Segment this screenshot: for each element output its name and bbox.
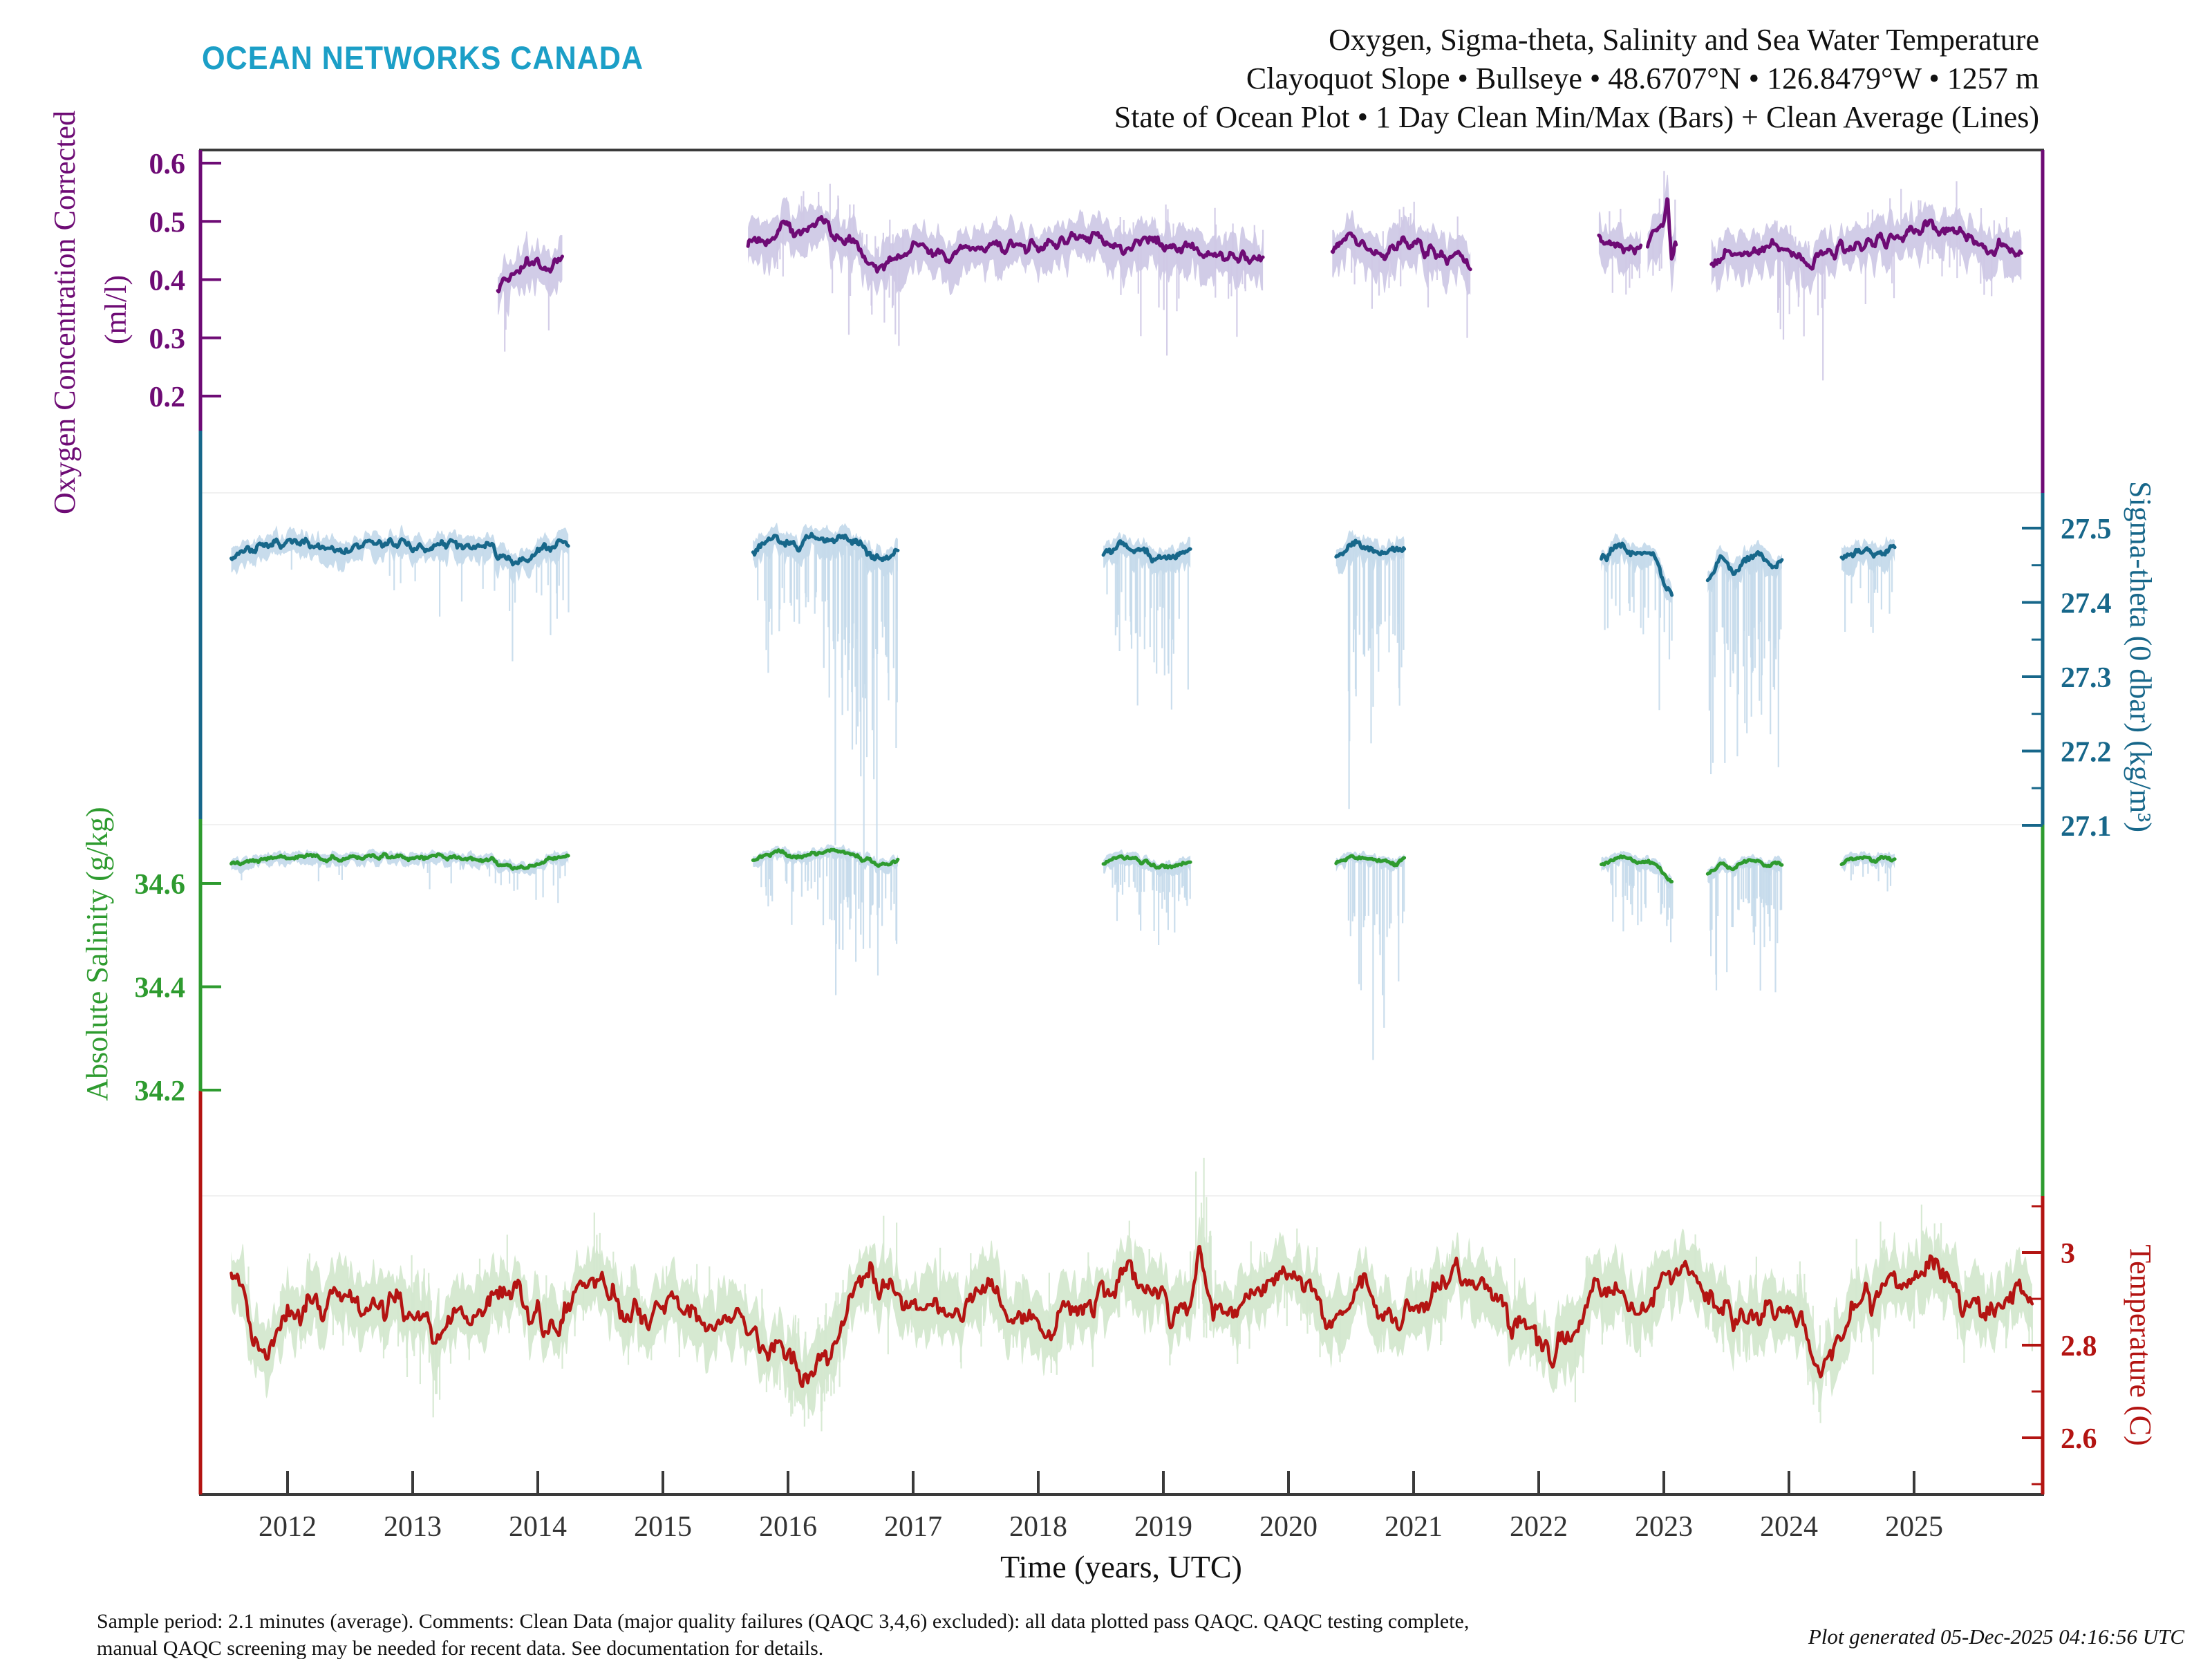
tick-label: 27.4 [2061,588,2112,620]
tick-label: 0.6 [149,149,186,180]
axis-salinity: 34.6 34.4 34.2 Absolute Salinity (g/kg) [80,807,221,1107]
year-label: 2025 [1885,1511,1943,1543]
year-label: 2014 [509,1511,567,1543]
plot-title-block: Oxygen, Sigma-theta, Salinity and Sea Wa… [830,21,2039,137]
tick-label: 0.5 [149,207,186,238]
axis-title-oxygen: Oxygen Concentration Corrected [48,111,82,514]
series-band-sigma [231,523,1895,874]
year-label: 2020 [1259,1511,1318,1543]
tick-label: 0.3 [149,324,186,355]
year-label: 2019 [1134,1511,1192,1543]
plot-frame [199,149,2044,1496]
tick-label: 34.6 [135,869,186,901]
tick-label: 3 [2061,1238,2075,1270]
axis-title-salinity: Absolute Salinity (g/kg) [80,807,114,1100]
data-layers [229,171,2034,1432]
band-separators [200,492,2043,1197]
series-band-salinity [231,844,1895,1060]
plot-generated-timestamp: Plot generated 05-Dec-2025 04:16:56 UTC [1808,1624,2184,1649]
axis-title2-oxygen: (ml/l) [99,275,133,344]
year-label: 2016 [759,1511,817,1543]
year-label: 2017 [884,1511,942,1543]
year-label: 2023 [1635,1511,1693,1543]
axis-temperature: 3 2.8 2.6 Temperature (C) [2022,1205,2157,1485]
axis-oxygen: 0.6 0.5 0.4 0.3 0.2 Oxygen Concentration Corr… [48,111,221,514]
ocean-networks-canada-logo: OCEAN NETWORKS CANADA [202,39,644,76]
tick-label: 27.3 [2061,662,2112,694]
series-band-oxygen [498,171,2022,381]
series-line-salinity [229,847,1897,884]
tick-label: 0.4 [149,265,186,297]
axis-title-temperature: Temperature (C) [2124,1244,2157,1445]
axis-title-sigma: Sigma-theta (0 dbar) (kg/m³) [2124,481,2157,832]
year-label: 2013 [384,1511,442,1543]
year-label: 2021 [1385,1511,1443,1543]
year-label: 2018 [1009,1511,1067,1543]
tick-label: 34.4 [135,973,186,1004]
year-label: 2024 [1760,1511,1818,1543]
tick-label: 0.2 [149,382,186,413]
tick-label: 2.6 [2061,1423,2097,1455]
tick-label: 27.2 [2061,737,2112,769]
plot-title-line1: Oxygen, Sigma-theta, Salinity and Sea Wa… [1329,23,2039,57]
year-label: 2022 [1510,1511,1568,1543]
tick-label: 2.8 [2061,1331,2097,1362]
year-label: 2015 [634,1511,692,1543]
qaqc-footnote-line2: manual QAQC screening may be needed for … [97,1637,824,1659]
qaqc-footnote: Sample period: 2.1 minutes (average). Co… [97,1608,1469,1659]
series-line-sigma [229,532,1897,597]
series-band-temperature [231,1157,2033,1432]
series-line-temperature [229,1244,2034,1388]
plot-title-line2: Clayoquot Slope • Bullseye • 48.6707°N •… [1246,62,2039,95]
plot-title-line3: State of Ocean Plot • 1 Day Clean Min/Ma… [1114,100,2039,134]
x-axis-title: Time (years, UTC) [1000,1549,1242,1584]
year-label: 2012 [259,1511,317,1543]
qaqc-footnote-line1: Sample period: 2.1 minutes (average). Co… [97,1610,1470,1633]
x-axis: 2012 2013 2014 2015 2016 2017 2018 2019 2020 2021… [259,1471,1943,1584]
series-line-oxygen [496,197,2023,294]
axis-sigma: 27.5 27.4 27.3 27.2 27.1 Sigma-theta (0 dbar)… [2022,481,2157,843]
tick-label: 27.5 [2061,514,2112,545]
tick-label: 34.2 [135,1076,186,1107]
tick-label: 27.1 [2061,811,2112,843]
